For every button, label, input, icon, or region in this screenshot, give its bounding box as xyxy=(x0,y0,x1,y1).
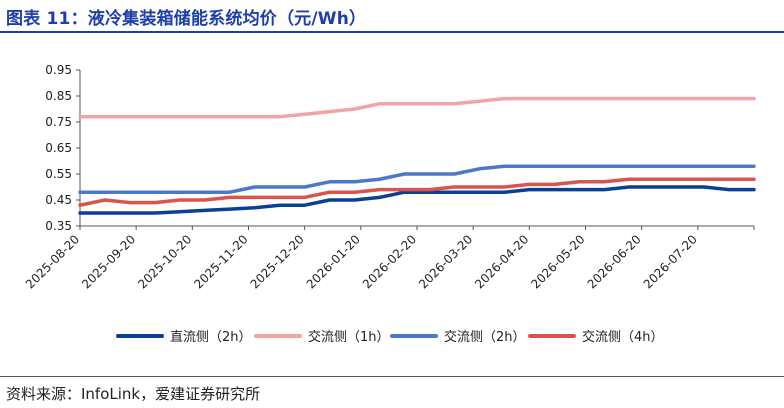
line-chart: 0.350.450.550.650.750.850.952025-08-2020… xyxy=(23,63,756,345)
y-tick-label: 0.65 xyxy=(45,141,72,155)
x-tick-label: 2026-05-20 xyxy=(528,232,587,291)
series-line-4 xyxy=(78,177,756,207)
y-tick-label: 0.75 xyxy=(45,115,72,129)
x-tick-label: 2026-01-20 xyxy=(304,232,363,291)
source-note: 资料来源：InfoLink，爱建证券研究所 xyxy=(6,385,261,403)
legend-label-2: 交流侧（1h） xyxy=(308,329,390,345)
series-line-1 xyxy=(78,185,756,215)
series-line-2 xyxy=(78,96,756,119)
chart-title: 图表 11：液冷集装箱储能系统均价（元/Wh） xyxy=(6,9,367,29)
x-tick-label: 2025-08-20 xyxy=(23,232,82,291)
legend-label-4: 交流侧（4h） xyxy=(582,329,664,345)
x-tick-label: 2026-03-20 xyxy=(416,232,475,291)
y-tick-label: 0.95 xyxy=(45,63,72,77)
x-tick-label: 2025-10-20 xyxy=(135,232,194,291)
x-tick-label: 2026-06-20 xyxy=(585,232,644,291)
footer-divider xyxy=(0,376,784,377)
title-divider xyxy=(0,31,784,33)
y-tick-label: 0.55 xyxy=(45,167,72,181)
x-tick-label: 2025-12-20 xyxy=(248,232,307,291)
y-tick-label: 0.85 xyxy=(45,89,72,103)
series-line-3 xyxy=(78,164,756,194)
x-tick-label: 2026-02-20 xyxy=(360,232,419,291)
x-tick-label: 2026-07-20 xyxy=(641,232,700,291)
y-tick-label: 0.35 xyxy=(45,219,72,233)
legend-label-1: 直流侧（2h） xyxy=(170,330,252,345)
y-tick-label: 0.45 xyxy=(45,193,72,207)
x-tick-label: 2025-11-20 xyxy=(191,232,250,291)
x-tick-label: 2026-04-20 xyxy=(472,232,531,291)
x-tick-label: 2025-09-20 xyxy=(79,232,138,291)
legend-label-3: 交流侧（2h） xyxy=(444,329,526,345)
